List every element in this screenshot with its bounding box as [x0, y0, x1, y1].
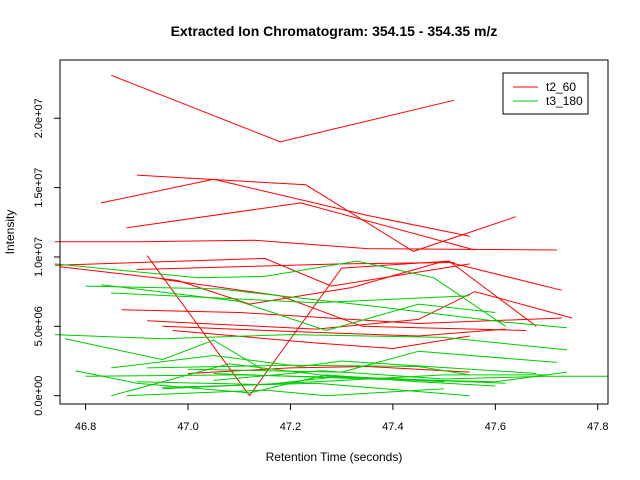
y-tick-label: 5.0e+06	[33, 306, 45, 346]
series-line-t3_180-13	[213, 370, 608, 381]
series-line-t3_180-18	[162, 382, 470, 397]
y-tick-label: 2.0e+07	[33, 98, 45, 138]
series-line-t3_180-4	[85, 285, 568, 329]
series-line-t3_180-11	[136, 375, 445, 386]
y-axis: 0.0e+00 5.0e+06 1.0e+07 1.5e+07 2.0e+07	[33, 98, 60, 416]
series-line-t3_180-6	[64, 338, 266, 372]
chart-title: Extracted Ion Chromatogram: 354.15 - 354…	[171, 23, 498, 39]
x-tick-label: 47.8	[587, 421, 608, 433]
legend: t2_60 t3_180	[502, 72, 589, 115]
series-line-t3_180-3	[111, 292, 470, 304]
x-axis: 46.8 47.0 47.2 47.4 47.6 47.8	[75, 404, 608, 433]
x-tick-label: 47.2	[280, 421, 301, 433]
series-line-t2_60-3	[136, 174, 516, 252]
series-line-t2_60-14	[172, 330, 470, 350]
x-tick-label: 47.0	[177, 421, 198, 433]
y-axis-label: Intensity	[3, 210, 17, 255]
legend-label-t2_60: t2_60	[546, 80, 576, 94]
legend-label-t3_180: t3_180	[546, 94, 583, 108]
x-tick-label: 47.6	[485, 421, 506, 433]
series-line-t3_180-16	[147, 364, 470, 376]
series-line-t2_60-1	[111, 74, 455, 143]
series-line-t2_60-10	[162, 278, 527, 331]
series-line-t2_60-5	[54, 239, 557, 251]
series-line-t3_180-1	[54, 260, 506, 327]
series-line-t3_180-17	[187, 350, 557, 373]
series-line-t2_60-8	[54, 257, 470, 287]
series-line-t2_60-4	[126, 202, 475, 251]
series-line-t3_180-14	[126, 388, 445, 397]
series-line-t2_60-12	[147, 291, 573, 330]
x-axis-label: Retention Time (seconds)	[266, 450, 403, 464]
y-tick-label: 1.0e+07	[33, 237, 45, 277]
legend-box	[502, 72, 589, 115]
series-line-t2_60-2	[100, 178, 470, 237]
series-lines	[54, 74, 608, 397]
series-line-t3_180-2	[100, 284, 496, 332]
x-tick-label: 47.4	[382, 421, 403, 433]
y-tick-label: 1.5e+07	[33, 168, 45, 208]
series-line-t2_60-6	[146, 255, 537, 397]
series-line-t3_180-7	[111, 354, 537, 374]
x-tick-label: 46.8	[75, 421, 96, 433]
series-line-t2_60-9	[59, 260, 563, 305]
y-tick-label: 0.0e+00	[33, 376, 45, 416]
series-line-t3_180-5	[54, 334, 568, 351]
series-line-t2_60-13	[162, 325, 506, 337]
plot-frame	[59, 59, 609, 405]
series-line-t3_180-15	[213, 371, 568, 383]
